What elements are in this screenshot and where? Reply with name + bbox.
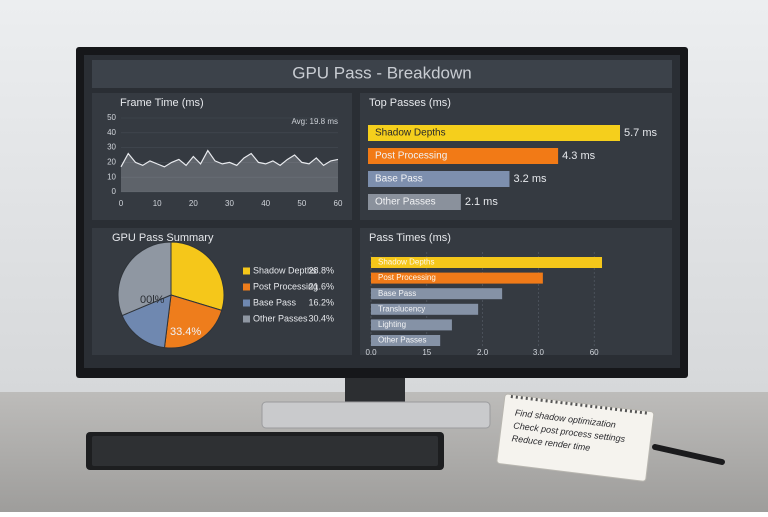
- bar: [368, 125, 620, 141]
- pie-slice: [170, 241, 225, 312]
- value-label: 2.1 ms: [465, 196, 499, 208]
- x-tick-label: 60: [334, 199, 343, 208]
- slice-label: 33.4%: [170, 326, 201, 338]
- bar-label: Base Pass: [375, 174, 423, 185]
- bar-label: Lighting: [378, 320, 406, 329]
- x-tick-label: 0.0: [365, 348, 377, 357]
- legend-swatch: [243, 299, 250, 307]
- x-tick-label: 60: [590, 348, 599, 357]
- bar: [368, 194, 461, 210]
- slice-label: 00l%: [140, 294, 165, 306]
- legend-value: 28.8%: [308, 265, 334, 275]
- x-tick-label: 3.0: [533, 348, 545, 357]
- panel-title: Pass Times (ms): [369, 232, 451, 244]
- bar: [371, 303, 479, 315]
- pen: [652, 444, 725, 465]
- bar: [371, 319, 452, 331]
- bar-label: Other Passes: [378, 336, 426, 345]
- value-label: 5.7 ms: [624, 127, 658, 139]
- legend-swatch: [243, 283, 250, 291]
- bar-label: Other Passes: [375, 197, 436, 208]
- panel-title: GPU Pass Summary: [112, 232, 214, 244]
- y-tick-label: 40: [107, 128, 116, 137]
- bar-label: Translucency: [378, 304, 425, 313]
- legend-label: Other Passes: [253, 313, 308, 323]
- panel: [92, 93, 352, 220]
- x-tick-label: 50: [297, 199, 306, 208]
- monitor-neck: [345, 376, 405, 406]
- x-tick-label: 30: [225, 199, 234, 208]
- bar-label: Shadow Depths: [375, 128, 446, 139]
- x-tick-label: 0: [119, 199, 124, 208]
- value-label: 4.3 ms: [562, 150, 596, 162]
- legend-value: 21.6%: [308, 281, 334, 291]
- keys: [92, 436, 438, 466]
- annotation: Avg: 19.8 ms: [291, 117, 338, 126]
- dashboard-title: GPU Pass - Breakdown: [292, 63, 472, 82]
- legend-label: Base Pass: [253, 297, 297, 307]
- panel-title: Frame Time (ms): [120, 97, 204, 109]
- y-tick-label: 30: [107, 143, 116, 152]
- bar: [368, 171, 510, 187]
- bar: [371, 335, 441, 346]
- bar: [368, 148, 559, 164]
- x-tick-label: 15: [422, 348, 431, 357]
- title-bar: [92, 60, 672, 88]
- monitor-base: [261, 401, 491, 429]
- value-label: 3.2 ms: [513, 173, 547, 185]
- x-tick-label: 2.0: [477, 348, 489, 357]
- pie-slice: [117, 241, 172, 317]
- y-tick-label: 0: [112, 187, 117, 196]
- y-tick-label: 10: [107, 172, 116, 181]
- x-tick-label: 40: [261, 199, 270, 208]
- bar: [371, 288, 503, 300]
- panel-title: Top Passes (ms): [369, 97, 451, 109]
- pie-slice: [163, 294, 223, 349]
- x-tick-label: 10: [153, 199, 162, 208]
- legend-swatch: [243, 267, 250, 275]
- bar-label: Post Processing: [378, 273, 436, 282]
- bar-label: Shadow Depths: [378, 258, 434, 267]
- bar: [371, 272, 543, 284]
- legend-value: 30.4%: [308, 313, 334, 323]
- bar-label: Post Processing: [375, 151, 447, 162]
- legend-label: Post Processing: [253, 281, 318, 291]
- legend-swatch: [243, 315, 250, 323]
- y-tick-label: 20: [107, 158, 116, 167]
- legend-value: 16.2%: [308, 297, 334, 307]
- line: [120, 149, 339, 168]
- legend-label: Shadow Depths: [253, 265, 317, 275]
- pie-slice: [121, 294, 172, 349]
- bar-label: Base Pass: [378, 289, 416, 298]
- y-tick-label: 50: [107, 113, 116, 122]
- bar: [371, 257, 603, 268]
- x-tick-label: 20: [189, 199, 198, 208]
